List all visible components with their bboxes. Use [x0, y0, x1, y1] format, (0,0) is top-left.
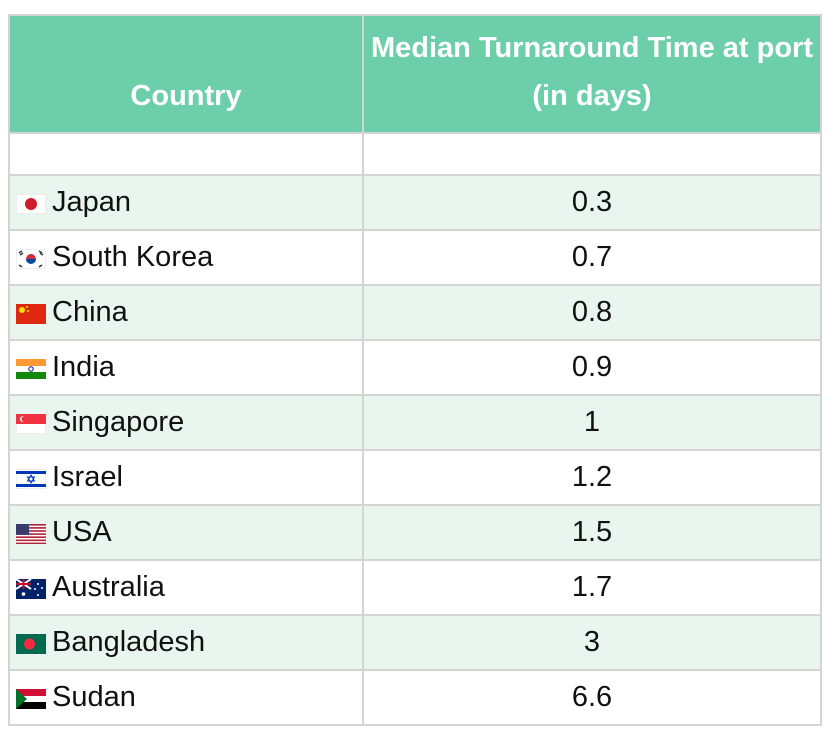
flag [15, 413, 47, 435]
country: South Korea [52, 241, 214, 273]
row: China 0.8 [8, 284, 822, 341]
row: Australia 1.7 [8, 559, 822, 616]
row: India 0.9 [8, 339, 822, 396]
country: Singapore [52, 406, 185, 438]
country-cell: Japan [8, 174, 364, 231]
country-cell: Israel [8, 449, 364, 506]
country: Japan [52, 186, 132, 218]
country-cell: Sudan [8, 669, 364, 726]
turnaround-table: Country Median Turnaround Time at port (… [8, 14, 822, 726]
country-cell: USA [8, 504, 364, 561]
flag [15, 578, 46, 599]
row: South Korea 0.7 [8, 229, 822, 286]
value-cell: 1.7 [362, 559, 822, 616]
value-cell: 1.5 [362, 504, 822, 561]
row: Japan 0.3 [8, 174, 822, 231]
row: USA 1.5 [8, 504, 822, 561]
flag [16, 689, 46, 709]
flag [16, 304, 46, 324]
country: Sudan [52, 681, 136, 713]
row: Sudan 6.6 [8, 669, 822, 726]
country: Bangladesh [52, 626, 206, 658]
row: Israel 1.2 [8, 449, 822, 506]
country: China [52, 296, 128, 328]
flag [16, 634, 46, 654]
value-cell: 0.7 [362, 229, 822, 286]
flag [15, 248, 47, 270]
flag [16, 359, 46, 379]
cell [8, 132, 364, 176]
country: India [52, 351, 115, 383]
value-cell: 0.3 [362, 174, 822, 231]
country-cell: Bangladesh [8, 614, 364, 671]
flag [16, 524, 46, 544]
value-cell: 0.8 [362, 284, 822, 341]
header-cell: Country [8, 14, 364, 134]
flag [15, 468, 47, 490]
value-cell: 0.9 [362, 339, 822, 396]
cell [362, 132, 822, 176]
value-cell: 6.6 [362, 669, 822, 726]
value-cell: 1 [362, 394, 822, 451]
header-cell: Median Turnaround Time at port (in days) [362, 14, 822, 134]
row: Bangladesh 3 [8, 614, 822, 671]
value-cell: 3 [362, 614, 822, 671]
country-cell: India [8, 339, 364, 396]
country: Australia [52, 571, 165, 603]
country: Israel [52, 461, 123, 493]
header-row: Country Median Turnaround Time at port (… [8, 14, 822, 134]
value-cell: 1.2 [362, 449, 822, 506]
country-cell: Singapore [8, 394, 364, 451]
country-cell: South Korea [8, 229, 364, 286]
country-cell: China [8, 284, 364, 341]
empty-row [8, 132, 822, 176]
flag [15, 193, 47, 215]
row: Singapore 1 [8, 394, 822, 451]
country-cell: Australia [8, 559, 364, 616]
country: USA [52, 516, 112, 548]
